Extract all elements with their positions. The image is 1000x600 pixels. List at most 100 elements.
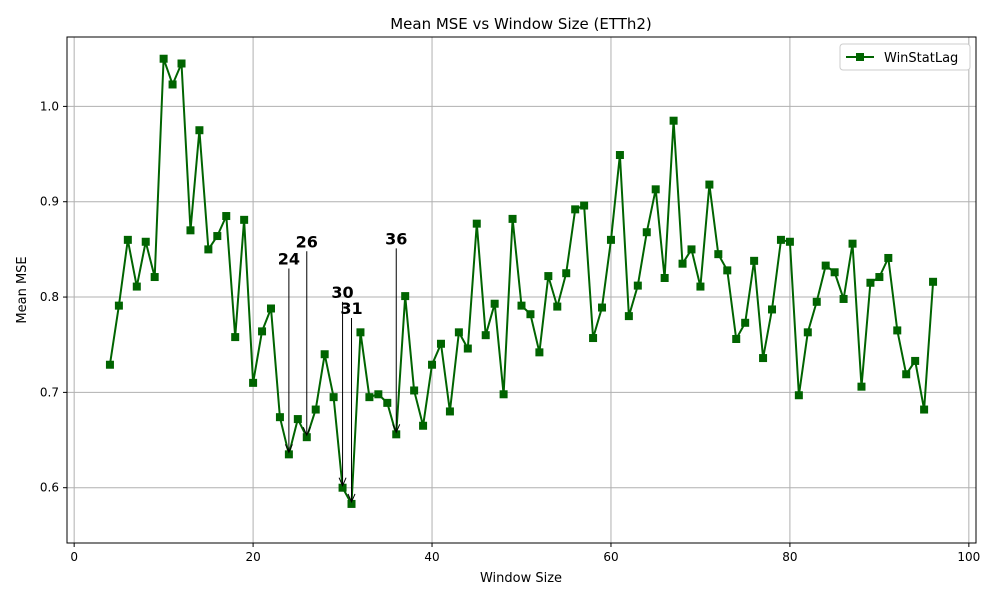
x-tick-label: 80 xyxy=(782,550,797,564)
data-point xyxy=(759,354,768,363)
data-point xyxy=(481,331,490,340)
data-point xyxy=(419,421,428,430)
data-point xyxy=(123,235,132,244)
x-tick-label: 100 xyxy=(957,550,980,564)
data-point xyxy=(159,54,168,63)
data-point xyxy=(929,277,938,286)
data-point xyxy=(732,334,741,343)
axis-ticks: 0 20 40 60 80 100 0.6 0.7 0.8 0.9 1.0 xyxy=(40,99,980,564)
data-point xyxy=(884,253,893,262)
x-tick-label: 40 xyxy=(424,550,439,564)
data-point xyxy=(204,245,213,254)
y-axis-label: Mean MSE xyxy=(15,256,30,323)
y-tick-label: 0.6 xyxy=(40,481,59,495)
data-point xyxy=(284,450,293,459)
data-point xyxy=(105,360,114,369)
data-point xyxy=(893,326,902,335)
data-point xyxy=(266,304,275,313)
chart-title: Mean MSE vs Window Size (ETTh2) xyxy=(390,15,652,33)
annotation-label: 31 xyxy=(340,299,362,318)
data-point xyxy=(866,278,875,287)
data-point xyxy=(624,312,633,321)
data-point xyxy=(249,378,258,387)
data-point xyxy=(186,226,195,235)
data-point xyxy=(785,237,794,246)
data-point xyxy=(508,214,517,223)
data-point xyxy=(669,116,678,125)
annotation-label: 26 xyxy=(296,232,318,251)
data-point xyxy=(258,327,267,336)
data-point xyxy=(794,391,803,400)
data-point xyxy=(141,237,150,246)
data-point xyxy=(293,415,302,424)
data-point xyxy=(490,299,499,308)
data-point xyxy=(329,393,338,402)
data-point xyxy=(428,360,437,369)
data-point xyxy=(642,228,651,237)
annotation-arrowhead xyxy=(347,493,356,504)
data-point xyxy=(374,390,383,399)
data-point xyxy=(356,328,365,337)
data-point xyxy=(920,405,929,414)
data-point xyxy=(195,126,204,135)
data-point xyxy=(821,261,830,270)
data-point xyxy=(589,334,598,343)
data-point xyxy=(240,215,249,224)
data-point xyxy=(302,433,311,442)
data-point xyxy=(714,250,723,259)
data-point xyxy=(454,328,463,337)
legend-box xyxy=(839,43,971,71)
y-tick-label: 0.9 xyxy=(40,195,59,209)
data-point xyxy=(696,282,705,291)
x-axis-label: Window Size xyxy=(480,571,562,586)
data-point xyxy=(580,201,589,210)
data-point xyxy=(812,297,821,306)
data-point xyxy=(615,151,624,160)
data-point xyxy=(231,333,240,342)
data-point xyxy=(114,301,123,310)
data-point xyxy=(875,273,884,282)
data-point xyxy=(606,235,615,244)
data-point xyxy=(275,413,284,422)
data-point xyxy=(463,344,472,353)
plot-frame xyxy=(66,36,977,544)
data-point xyxy=(517,301,526,310)
data-point xyxy=(571,205,580,214)
data-point xyxy=(633,281,642,290)
data-point xyxy=(222,212,231,221)
data-point xyxy=(848,239,857,248)
legend-label: WinStatLag xyxy=(884,51,958,66)
data-point xyxy=(741,318,750,327)
annotation-arrowhead xyxy=(338,477,347,487)
data-point xyxy=(499,390,508,399)
legend: WinStatLag xyxy=(839,43,971,71)
annotation-label: 36 xyxy=(385,229,407,248)
x-tick-label: 20 xyxy=(245,550,260,564)
data-point xyxy=(472,219,481,228)
legend-marker-icon xyxy=(856,53,864,61)
data-point xyxy=(213,232,222,241)
data-point xyxy=(803,328,812,337)
data-point xyxy=(553,302,562,311)
data-point xyxy=(132,282,141,291)
data-point xyxy=(902,370,911,379)
x-tick-label: 0 xyxy=(70,550,78,564)
data-point xyxy=(776,235,785,244)
data-point xyxy=(150,273,159,282)
annotation-arrowhead xyxy=(392,424,401,434)
data-point xyxy=(338,483,347,492)
data-point xyxy=(347,499,356,508)
data-point xyxy=(311,405,320,414)
data-point xyxy=(678,259,687,268)
data-point xyxy=(445,407,454,416)
annotation-arrowhead xyxy=(284,444,293,454)
data-point xyxy=(535,348,544,357)
data-point xyxy=(168,80,177,89)
data-point xyxy=(365,393,374,402)
data-point xyxy=(401,292,410,301)
data-point xyxy=(562,269,571,278)
data-point xyxy=(651,185,660,194)
data-point xyxy=(598,303,607,312)
data-point xyxy=(830,268,839,277)
data-point xyxy=(544,272,553,281)
